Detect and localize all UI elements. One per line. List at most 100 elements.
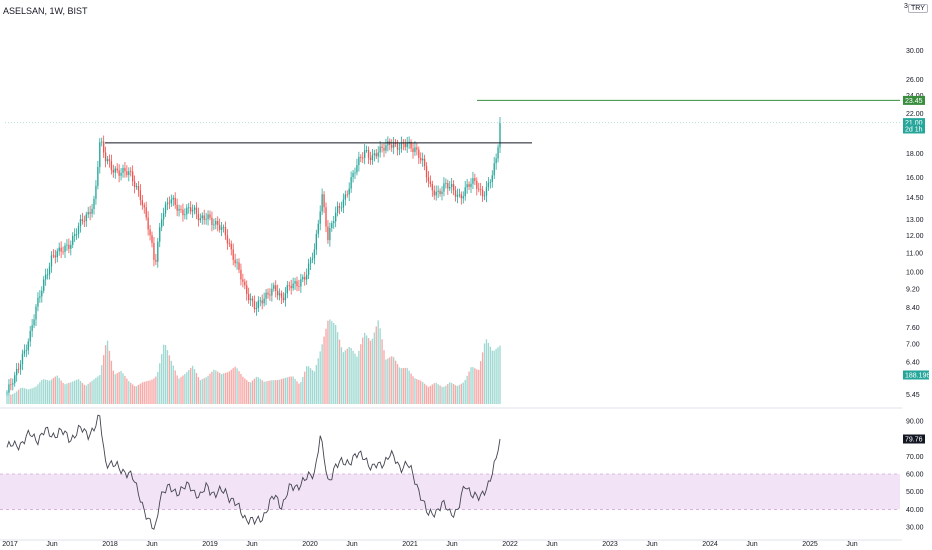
candle[interactable]	[157, 241, 159, 262]
candle[interactable]	[445, 183, 447, 184]
candle[interactable]	[427, 177, 430, 182]
candle[interactable]	[12, 383, 14, 385]
candle[interactable]	[460, 194, 463, 199]
candle[interactable]	[73, 234, 76, 236]
candle[interactable]	[145, 207, 147, 218]
candle[interactable]	[27, 341, 29, 351]
candle[interactable]	[441, 191, 443, 194]
candle[interactable]	[160, 219, 163, 228]
candle[interactable]	[122, 167, 124, 173]
candle[interactable]	[452, 184, 455, 191]
candle[interactable]	[99, 142, 101, 168]
candle[interactable]	[17, 368, 20, 370]
candle[interactable]	[375, 153, 377, 157]
candle[interactable]	[249, 298, 252, 301]
candle[interactable]	[348, 188, 350, 195]
candle[interactable]	[106, 159, 109, 162]
candle[interactable]	[48, 266, 51, 275]
candle[interactable]	[325, 207, 327, 227]
candle[interactable]	[257, 300, 260, 309]
candle[interactable]	[404, 143, 406, 148]
candle[interactable]	[406, 143, 408, 148]
candle[interactable]	[336, 206, 339, 213]
candle[interactable]	[379, 146, 381, 153]
candle[interactable]	[153, 243, 155, 260]
candle[interactable]	[174, 197, 176, 205]
candle[interactable]	[68, 244, 70, 249]
candle[interactable]	[414, 147, 416, 153]
candle[interactable]	[319, 211, 321, 224]
currency-badge[interactable]: TRY	[908, 4, 928, 13]
rsi-axis[interactable]: 90.00 79.76 70.00 60.00 50.00 40.00 30.00	[903, 418, 925, 532]
candle[interactable]	[394, 143, 397, 145]
candle[interactable]	[269, 294, 271, 296]
candle[interactable]	[263, 298, 265, 304]
candle[interactable]	[188, 207, 190, 209]
candle[interactable]	[342, 199, 345, 208]
candle[interactable]	[468, 184, 470, 187]
candle[interactable]	[358, 156, 360, 166]
candle[interactable]	[112, 170, 115, 173]
candle[interactable]	[246, 285, 248, 295]
candle[interactable]	[478, 188, 480, 190]
candle[interactable]	[255, 308, 258, 310]
candle[interactable]	[499, 122, 501, 148]
candle[interactable]	[133, 181, 136, 187]
candle[interactable]	[244, 281, 246, 286]
candle[interactable]	[228, 243, 231, 245]
rsi-line[interactable]	[6, 414, 501, 530]
candle[interactable]	[213, 224, 215, 226]
candle[interactable]	[338, 206, 341, 208]
candle[interactable]	[102, 141, 105, 153]
candle[interactable]	[139, 190, 142, 201]
candle[interactable]	[443, 183, 445, 192]
candle[interactable]	[162, 213, 165, 220]
candle[interactable]	[331, 223, 333, 229]
candle[interactable]	[259, 300, 261, 302]
candle[interactable]	[147, 217, 149, 230]
candle[interactable]	[64, 245, 66, 252]
candle[interactable]	[251, 298, 254, 302]
candle[interactable]	[344, 194, 347, 200]
candle[interactable]	[199, 218, 202, 221]
candle[interactable]	[286, 285, 289, 294]
candle[interactable]	[365, 150, 368, 151]
candle[interactable]	[10, 384, 12, 386]
candle[interactable]	[159, 227, 161, 242]
candle[interactable]	[141, 200, 144, 206]
candle[interactable]	[91, 208, 93, 214]
candle[interactable]	[41, 290, 43, 297]
candle[interactable]	[50, 255, 53, 267]
candle[interactable]	[391, 144, 393, 148]
candle[interactable]	[304, 277, 306, 280]
candle[interactable]	[367, 150, 370, 158]
candle[interactable]	[412, 148, 414, 153]
candle[interactable]	[369, 157, 372, 161]
candle[interactable]	[294, 281, 296, 284]
candle[interactable]	[437, 190, 439, 192]
candle[interactable]	[466, 184, 468, 188]
candle[interactable]	[54, 255, 57, 258]
candle[interactable]	[203, 215, 205, 220]
candle[interactable]	[191, 209, 194, 212]
candle[interactable]	[449, 186, 451, 189]
candle[interactable]	[280, 293, 283, 298]
candle[interactable]	[131, 171, 134, 182]
candle[interactable]	[176, 204, 178, 211]
candle[interactable]	[236, 262, 238, 264]
candle[interactable]	[489, 181, 492, 183]
candle[interactable]	[307, 263, 310, 275]
candle[interactable]	[479, 188, 482, 190]
candle[interactable]	[362, 157, 364, 159]
candle[interactable]	[85, 214, 87, 222]
candle[interactable]	[89, 212, 91, 214]
candle[interactable]	[222, 226, 225, 228]
candle[interactable]	[429, 181, 432, 184]
candle[interactable]	[418, 149, 420, 159]
price-pane[interactable]	[0, 99, 932, 409]
candle[interactable]	[392, 143, 395, 148]
candle[interactable]	[491, 175, 493, 182]
candle[interactable]	[135, 186, 138, 187]
candle[interactable]	[155, 259, 157, 262]
